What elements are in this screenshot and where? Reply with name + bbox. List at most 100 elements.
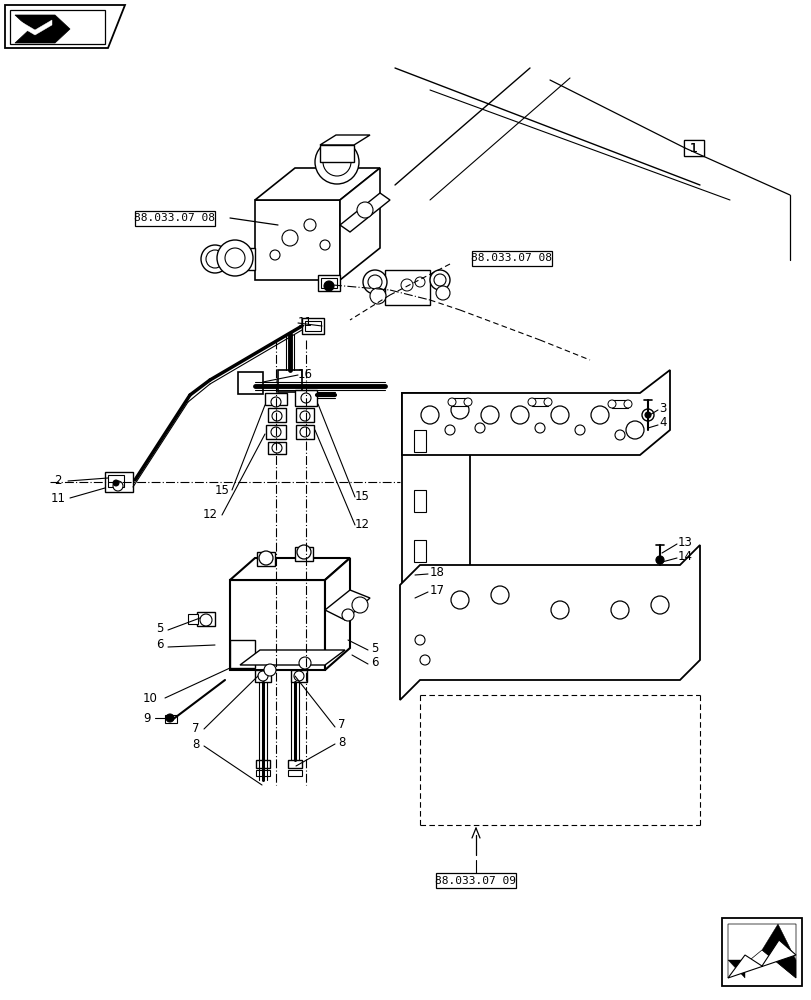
Circle shape xyxy=(401,279,413,291)
Circle shape xyxy=(420,406,439,424)
Polygon shape xyxy=(240,650,345,665)
Bar xyxy=(288,760,302,768)
Bar xyxy=(320,278,337,288)
Circle shape xyxy=(430,270,449,290)
Circle shape xyxy=(491,586,508,604)
Circle shape xyxy=(363,270,387,294)
Bar xyxy=(414,490,426,512)
Polygon shape xyxy=(230,558,350,580)
Polygon shape xyxy=(727,940,795,978)
Circle shape xyxy=(642,409,653,421)
Text: 12: 12 xyxy=(354,518,369,532)
Polygon shape xyxy=(340,193,389,232)
Text: 5: 5 xyxy=(157,621,164,634)
Polygon shape xyxy=(230,580,324,670)
Bar xyxy=(165,715,177,723)
Bar xyxy=(683,140,703,156)
Polygon shape xyxy=(230,640,255,668)
Bar xyxy=(296,408,314,422)
Circle shape xyxy=(419,655,430,665)
Circle shape xyxy=(299,427,310,437)
Polygon shape xyxy=(727,924,795,978)
Bar xyxy=(296,425,314,439)
Text: 16: 16 xyxy=(297,367,312,380)
Bar xyxy=(290,670,307,682)
Text: 7: 7 xyxy=(192,721,200,734)
Text: 13: 13 xyxy=(676,536,692,548)
Circle shape xyxy=(623,400,631,408)
Circle shape xyxy=(551,406,569,424)
Circle shape xyxy=(357,202,372,218)
Circle shape xyxy=(225,248,245,268)
Bar xyxy=(255,770,270,776)
Polygon shape xyxy=(320,135,370,145)
Bar xyxy=(294,547,312,561)
Bar xyxy=(611,400,627,408)
Circle shape xyxy=(574,425,584,435)
Circle shape xyxy=(303,219,315,231)
Circle shape xyxy=(298,657,311,669)
Circle shape xyxy=(113,481,122,491)
Circle shape xyxy=(270,250,280,260)
Polygon shape xyxy=(15,15,70,43)
Bar xyxy=(436,874,515,888)
Circle shape xyxy=(320,240,329,250)
Bar xyxy=(288,770,302,776)
Text: 1: 1 xyxy=(689,142,697,155)
Bar xyxy=(10,10,105,44)
Bar xyxy=(305,321,320,331)
Polygon shape xyxy=(340,168,380,280)
Bar xyxy=(197,612,215,626)
Circle shape xyxy=(201,245,229,273)
Text: 3: 3 xyxy=(659,401,666,414)
Text: 88.033.07 08: 88.033.07 08 xyxy=(135,213,215,223)
Bar xyxy=(414,430,426,452)
Circle shape xyxy=(433,274,445,286)
Circle shape xyxy=(610,601,629,619)
Polygon shape xyxy=(324,558,350,670)
Circle shape xyxy=(463,398,471,406)
Text: 5: 5 xyxy=(371,642,378,654)
Circle shape xyxy=(258,671,268,681)
Circle shape xyxy=(113,480,119,486)
Bar xyxy=(683,140,703,156)
Bar xyxy=(531,398,547,406)
Polygon shape xyxy=(384,270,430,305)
Circle shape xyxy=(351,597,367,613)
Circle shape xyxy=(271,397,281,407)
Text: 9: 9 xyxy=(143,711,151,724)
Polygon shape xyxy=(400,545,699,700)
Bar xyxy=(255,670,271,682)
Text: 1: 1 xyxy=(689,142,697,155)
Polygon shape xyxy=(401,370,669,455)
Bar xyxy=(277,370,302,392)
Polygon shape xyxy=(18,20,52,35)
Bar xyxy=(238,372,263,394)
Circle shape xyxy=(259,551,272,565)
Polygon shape xyxy=(215,248,255,270)
Circle shape xyxy=(655,556,663,564)
Bar xyxy=(414,540,426,562)
Text: 12: 12 xyxy=(202,508,217,522)
Circle shape xyxy=(323,148,350,176)
Circle shape xyxy=(301,393,311,403)
Text: 7: 7 xyxy=(338,718,345,731)
Circle shape xyxy=(450,401,469,419)
Circle shape xyxy=(644,412,650,418)
Polygon shape xyxy=(401,393,470,610)
Circle shape xyxy=(474,423,484,433)
Circle shape xyxy=(272,411,281,421)
Circle shape xyxy=(370,288,385,304)
Circle shape xyxy=(448,398,456,406)
Circle shape xyxy=(367,275,381,289)
Circle shape xyxy=(297,545,311,559)
Circle shape xyxy=(590,406,608,424)
Bar xyxy=(268,408,285,422)
Circle shape xyxy=(272,443,281,453)
Bar xyxy=(268,442,285,454)
Polygon shape xyxy=(255,168,380,200)
Text: 8: 8 xyxy=(338,735,345,748)
Text: 17: 17 xyxy=(429,584,444,596)
Text: 2: 2 xyxy=(54,475,62,488)
Circle shape xyxy=(294,671,303,681)
